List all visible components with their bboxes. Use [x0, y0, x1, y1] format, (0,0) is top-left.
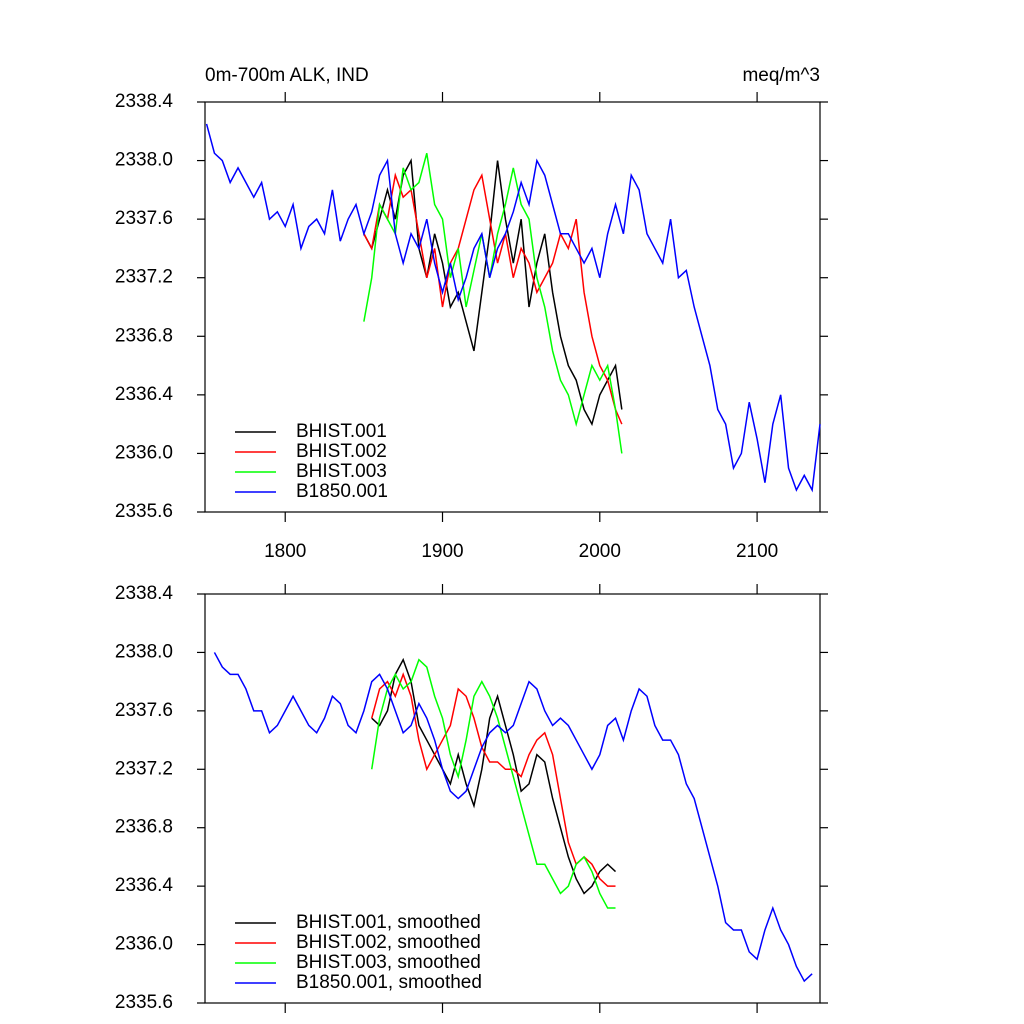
y-tick-label: 2336.0: [115, 442, 173, 463]
data-line: [371, 672, 616, 887]
y-tick-label: 2338.0: [115, 641, 173, 662]
legend-label: BHIST.003, smoothed: [296, 952, 481, 973]
y-tick-label: 2336.4: [115, 384, 174, 405]
y-tick-label: 2336.8: [115, 325, 173, 346]
data-line: [370, 658, 616, 909]
y-tick-label: 2337.6: [115, 700, 173, 721]
y-tick-label: 2336.4: [115, 875, 174, 896]
data-line: [363, 158, 623, 427]
y-tick-label: 2337.2: [115, 267, 173, 288]
x-tick-label: 2100: [736, 541, 778, 562]
x-tick-label: 1900: [421, 541, 463, 562]
legend-label: BHIST.003: [296, 461, 387, 482]
y-tick-label: 2338.4: [115, 583, 174, 604]
data-line: [363, 153, 623, 454]
data-line: [205, 123, 821, 493]
y-tick-label: 2336.8: [115, 817, 173, 838]
legend-label: BHIST.002: [296, 441, 387, 462]
chart-title: 0m-700m ALK, IND: [205, 65, 369, 86]
y-tick-label: 2338.4: [115, 91, 174, 112]
data-line: [371, 657, 617, 895]
legend-label: B1850.001: [296, 481, 388, 502]
y-tick-label: 2338.0: [115, 150, 173, 171]
legend-label: B1850.001, smoothed: [296, 972, 482, 993]
x-tick-label: 2000: [579, 541, 621, 562]
data-line: [363, 172, 623, 425]
legend-label: BHIST.001: [296, 421, 387, 442]
y-tick-label: 2335.6: [115, 992, 173, 1013]
data-line: [213, 652, 813, 983]
plot-frame: [204, 593, 821, 1004]
plot-frame: [204, 101, 821, 513]
legend-label: BHIST.001, smoothed: [296, 912, 481, 933]
y-tick-label: 2337.2: [115, 758, 173, 779]
units-label: meq/m^3: [742, 65, 820, 86]
y-tick-label: 2335.6: [115, 501, 173, 522]
x-tick-label: 1800: [264, 541, 306, 562]
y-tick-label: 2337.6: [115, 208, 173, 229]
y-tick-label: 2336.0: [115, 934, 173, 955]
legend-label: BHIST.002, smoothed: [296, 932, 481, 953]
